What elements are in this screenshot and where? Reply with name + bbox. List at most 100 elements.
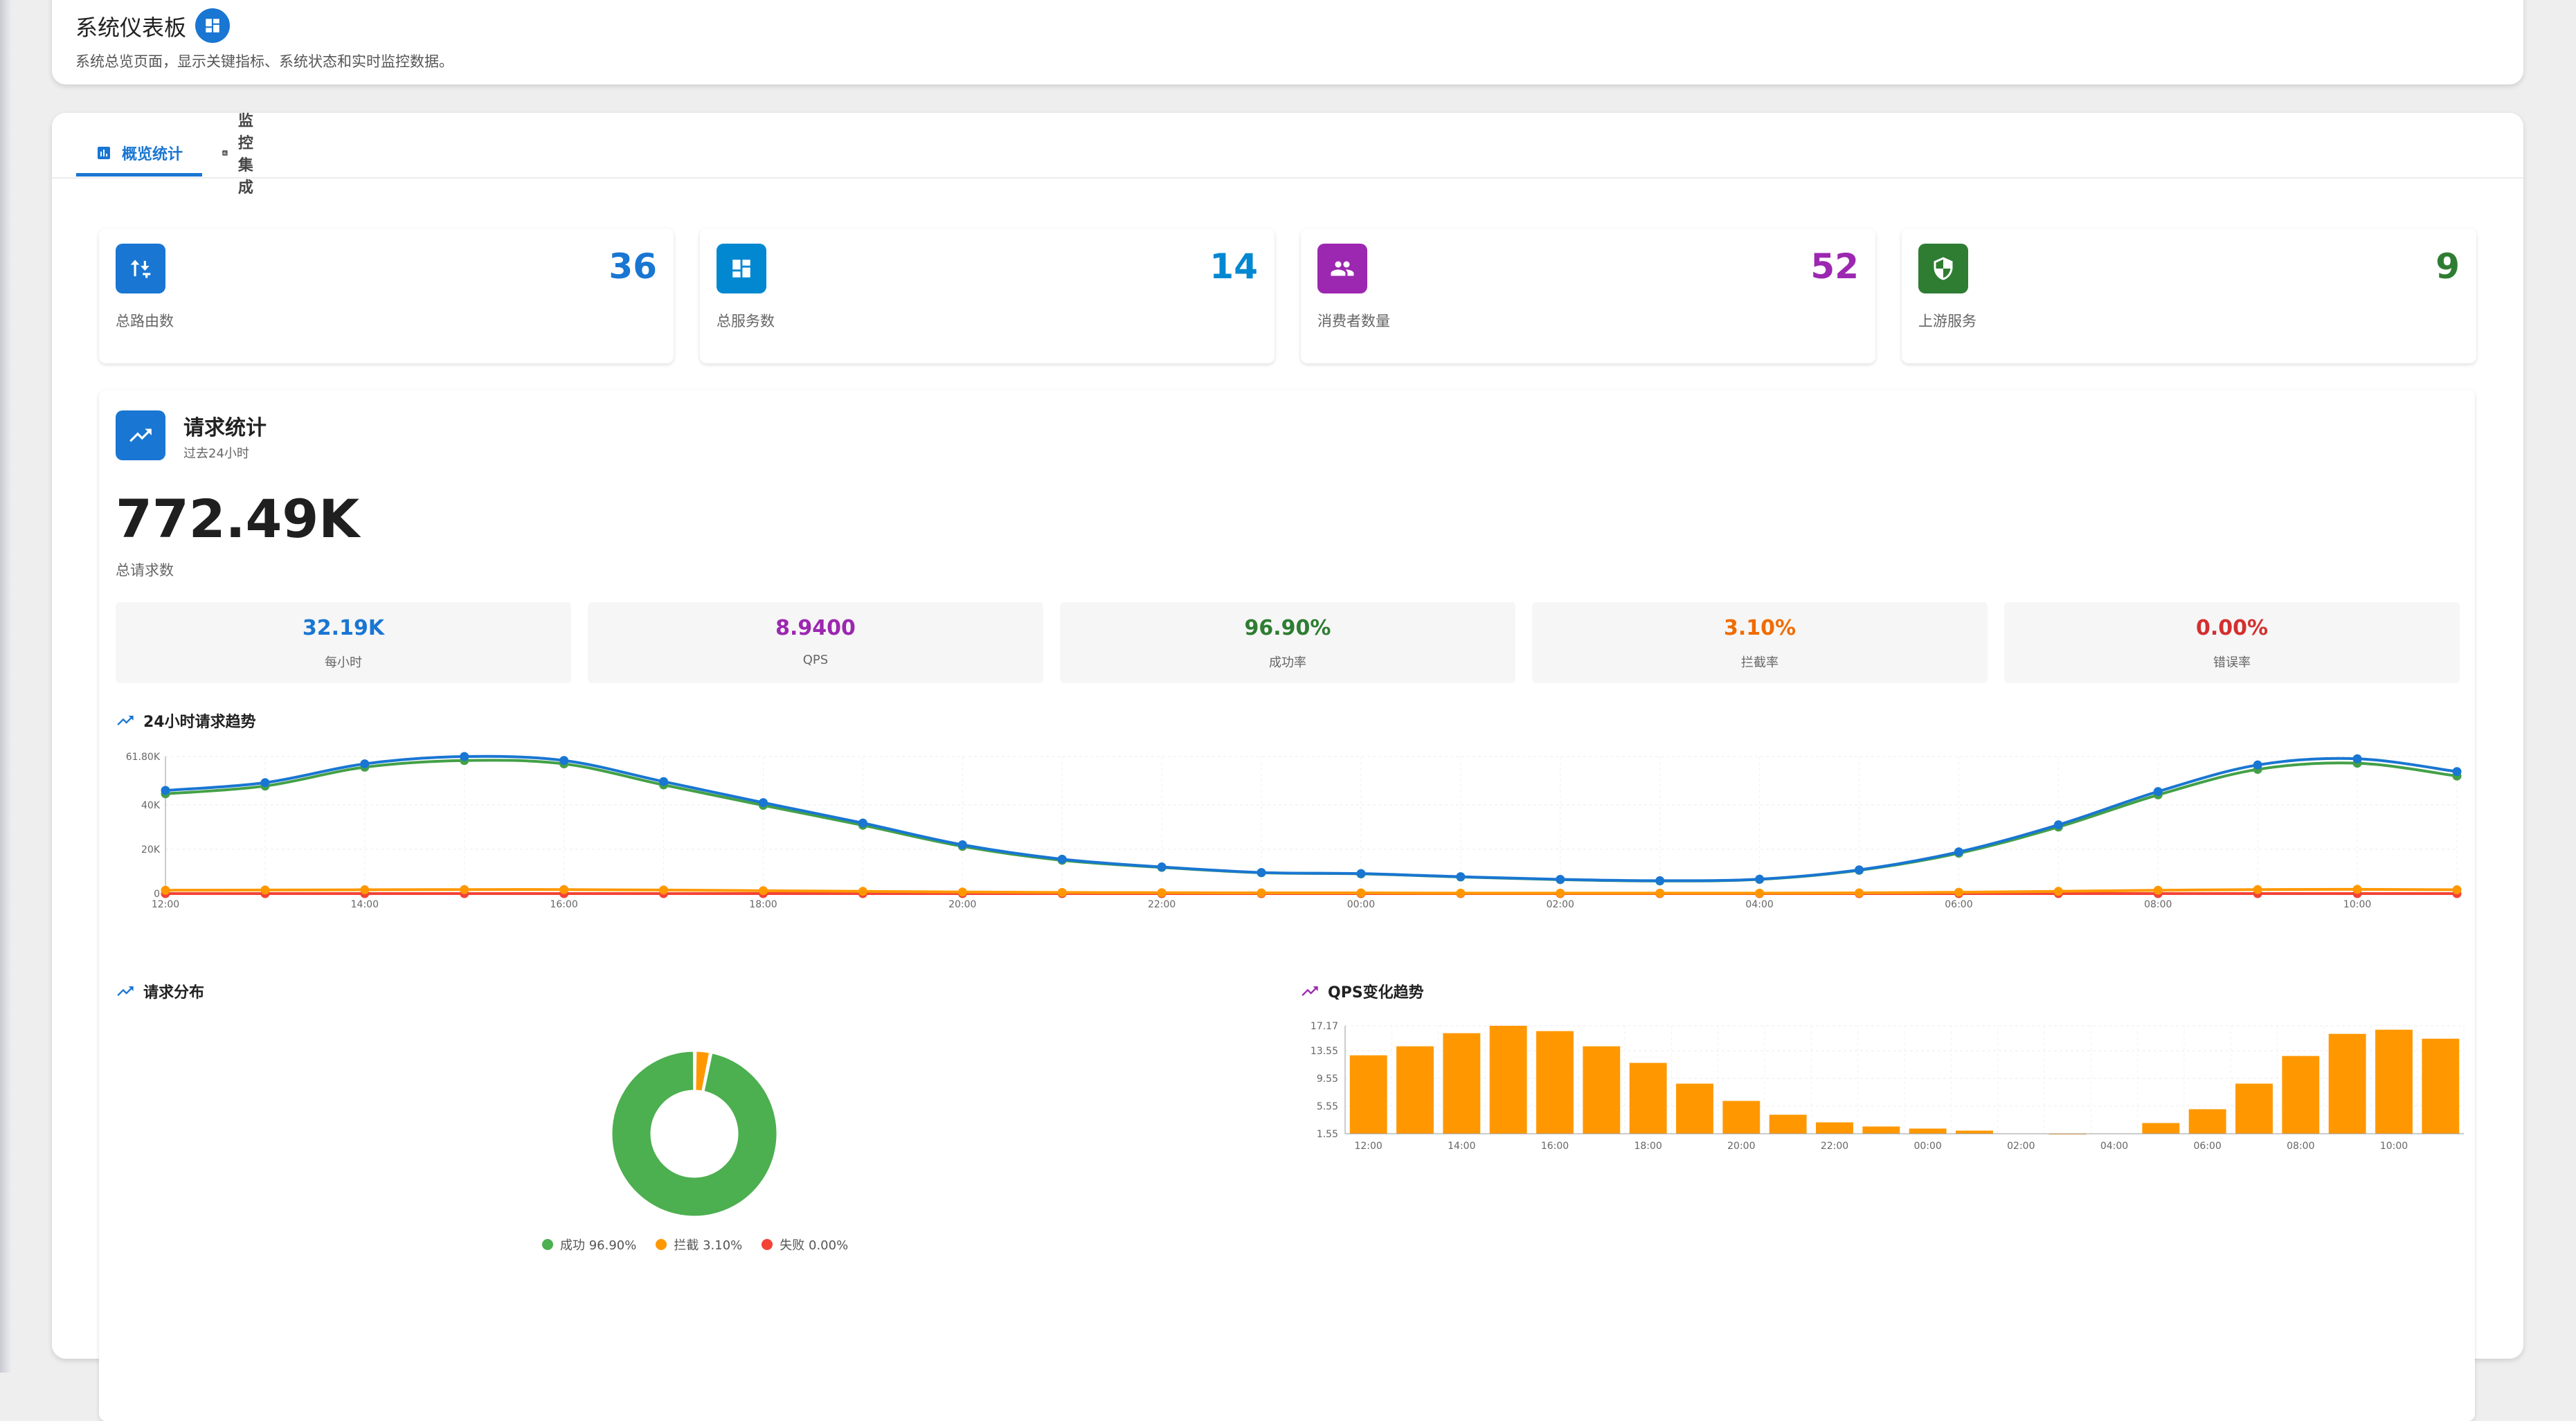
data-point (260, 778, 270, 788)
x-tick-label: 00:00 (1913, 1141, 1941, 1152)
y-tick-label: 13.55 (1310, 1046, 1338, 1057)
stat-card-consumers[interactable]: 52 消费者数量 (1301, 228, 1875, 363)
people-icon (1317, 244, 1367, 293)
page-title: 系统仪表板 (75, 15, 187, 41)
data-point (1655, 888, 1665, 898)
bar (2328, 1033, 2366, 1134)
metric-label: 每小时 (325, 655, 362, 670)
y-tick-label: 0 (154, 889, 160, 900)
data-point (1057, 887, 1067, 897)
series-line (165, 887, 2458, 895)
x-tick-label: 06:00 (1945, 899, 1972, 910)
page-header: 系统仪表板 系统总览页面，显示关键指标、系统状态和实时监控数据。 (52, 0, 2523, 84)
bar-chart-icon (222, 150, 228, 156)
x-tick-label: 10:00 (2343, 899, 2371, 910)
stat-label: 上游服务 (1918, 313, 1976, 329)
data-point (2352, 885, 2362, 894)
stat-card-routes[interactable]: 36 总路由数 (99, 228, 674, 363)
data-point (2352, 754, 2362, 763)
data-point (1556, 874, 1565, 884)
x-tick-label: 12:00 (1354, 1141, 1382, 1152)
data-point (161, 786, 170, 795)
x-tick-label: 22:00 (1148, 899, 1176, 910)
bar (1489, 1026, 1527, 1134)
stat-card-services[interactable]: 14 总服务数 (700, 228, 1275, 363)
shield-icon (1918, 244, 1968, 293)
total-requests-value: 772.49K (116, 488, 360, 550)
request-distribution-chart (610, 1049, 779, 1218)
data-point (2053, 887, 2063, 896)
metric-value: 8.9400 (775, 616, 856, 640)
metric-label: 错误率 (2213, 655, 2251, 670)
metric-label: 成功率 (1269, 655, 1306, 670)
request-stats-subtitle: 过去24小时 (183, 446, 249, 461)
bar (2282, 1056, 2320, 1134)
bar (2235, 1083, 2273, 1134)
bar (1396, 1046, 1434, 1134)
bar (2142, 1123, 2180, 1134)
legend-item-success[interactable]: 成功 96.90% (542, 1236, 636, 1253)
request-trend-chart: 0 20K 40K 61.80K 12:00 14:00 16:00 18:00 20:00 22… (126, 752, 2462, 910)
page-subtitle: 系统总览页面，显示关键指标、系统状态和实时监控数据。 (75, 53, 453, 70)
bar (1769, 1114, 1807, 1134)
stat-label: 总路由数 (116, 313, 174, 329)
x-tick-label: 18:00 (749, 899, 777, 910)
chart-title: 请求分布 (143, 984, 205, 1002)
pie-slice (694, 1049, 712, 1093)
metric-block-rate: 3.10% 拦截率 (1532, 602, 1988, 683)
data-point (2053, 820, 2063, 830)
stat-card-upstream[interactable]: 9 上游服务 (1902, 228, 2476, 363)
data-point (559, 885, 569, 894)
metric-value: 3.10% (1723, 616, 1796, 640)
data-point (1257, 868, 1266, 878)
legend-item-failed[interactable]: 失败 0.00% (762, 1236, 848, 1253)
dashboard-icon (195, 8, 230, 43)
tab-label: 概览统计 (122, 146, 183, 163)
total-requests-label: 总请求数 (116, 562, 174, 579)
metric-hourly: 32.19K 每小时 (116, 602, 571, 683)
stat-label: 总服务数 (717, 313, 775, 329)
tab-overview[interactable]: 概览统计 (76, 134, 202, 172)
legend-item-blocked[interactable]: 拦截 3.10% (656, 1236, 742, 1253)
legend-label: 成功 96.90% (560, 1238, 637, 1253)
bar (1909, 1128, 1947, 1134)
tab-label: 监控集成 (237, 113, 253, 197)
metric-value: 96.90% (1244, 616, 1331, 640)
trend-chart-title: 24小时请求趋势 (116, 709, 256, 732)
trending-up-icon (117, 986, 134, 996)
dashboard-icon (717, 244, 766, 293)
stat-value: 9 (2435, 246, 2460, 287)
distribution-chart-title: 请求分布 (116, 980, 204, 1002)
request-stats-title: 请求统计 (183, 416, 267, 440)
data-point (1456, 888, 1466, 898)
trending-up-icon (117, 716, 134, 725)
x-tick-label: 08:00 (2287, 1141, 2314, 1152)
trending-up-icon (116, 410, 165, 460)
bar (1862, 1126, 1900, 1134)
metric-value: 32.19K (302, 616, 385, 640)
data-point (1157, 862, 1167, 872)
x-tick-label: 12:00 (152, 899, 179, 910)
y-tick-label: 5.55 (1317, 1101, 1338, 1112)
x-tick-label: 20:00 (948, 899, 976, 910)
tab-divider (52, 177, 2523, 179)
metric-label: QPS (802, 653, 829, 667)
tab-monitoring[interactable]: 监控集成 (222, 113, 263, 197)
bar (1536, 1031, 1574, 1134)
metric-value: 0.00% (2195, 616, 2269, 640)
data-point (460, 752, 469, 761)
data-point (1954, 847, 1963, 857)
x-tick-label: 14:00 (1448, 1141, 1475, 1152)
x-tick-label: 10:00 (2380, 1141, 2408, 1152)
bar (1629, 1062, 1667, 1134)
x-tick-label: 16:00 (1541, 1141, 1569, 1152)
data-point (2452, 885, 2462, 895)
data-point (1655, 876, 1665, 885)
data-point (957, 887, 967, 897)
data-point (2153, 787, 2163, 797)
bar (2375, 1029, 2413, 1134)
bar (1349, 1055, 1387, 1134)
data-point (2253, 760, 2262, 770)
data-point (2253, 885, 2262, 894)
y-tick-label: 40K (141, 800, 161, 811)
